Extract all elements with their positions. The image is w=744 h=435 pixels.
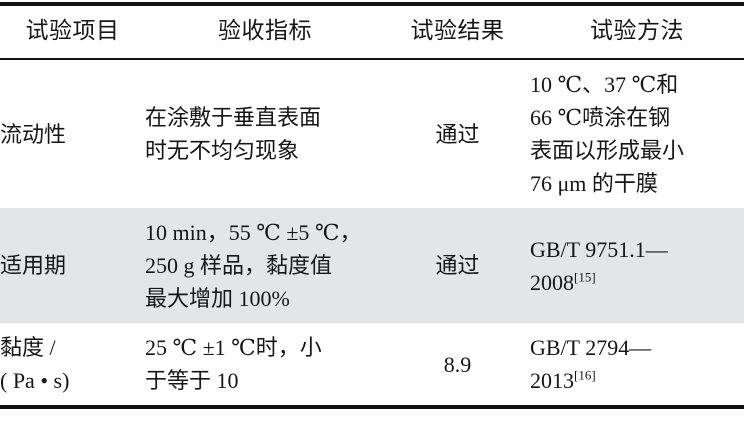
table-row: 流动性 在涂敷于垂直表面 时无不均匀现象 通过 10 ℃、37 ℃和 66 ℃喷… <box>0 59 744 208</box>
method-line: 66 ℃喷涂在钢 <box>530 105 671 130</box>
method-line: GB/T 9751.1— <box>530 236 668 262</box>
cell-test-item: 流动性 <box>0 59 145 208</box>
method-line: 表面以形成最小 <box>530 138 685 163</box>
cell-test-item: 适用期 <box>0 208 145 323</box>
header-row: 试验项目 验收指标 试验结果 试验方法 <box>0 4 744 59</box>
index-line: 于等于 10 <box>145 368 239 393</box>
method-line-with-ref: 2013[16] <box>530 364 744 397</box>
method-line: GB/T 2794— <box>530 335 652 360</box>
method-line-with-ref: 2008[15] <box>530 266 744 299</box>
method-line-text: 2013 <box>530 368 574 393</box>
index-line: 250 g 样品，黏度值 <box>145 253 333 278</box>
table-row: 黏度 / ( Pa • s) 25 ℃ ±1 ℃时，小 于等于 10 8.9 G… <box>0 323 744 407</box>
test-item-text: 适用期 <box>0 253 67 278</box>
method-line: 10 ℃、37 ℃和 <box>530 72 679 97</box>
table-header: 试验项目 验收指标 试验结果 试验方法 <box>0 4 744 59</box>
method-line-text: 2008 <box>530 269 574 295</box>
cell-acceptance-index: 10 min，55 ℃ ±5 ℃， 250 g 样品，黏度值 最大增加 100% <box>145 208 385 323</box>
column-header-test-method: 试验方法 <box>590 18 684 43</box>
index-line: 时无不均匀现象 <box>145 138 300 163</box>
test-item-text: 流动性 <box>0 121 67 147</box>
method-line: 76 μm 的干膜 <box>530 171 658 196</box>
column-header-test-result: 试验结果 <box>410 18 505 43</box>
test-result-text: 8.9 <box>443 351 472 377</box>
index-line: 在涂敷于垂直表面 <box>145 105 322 130</box>
cell-acceptance-index: 在涂敷于垂直表面 时无不均匀现象 <box>145 59 385 208</box>
column-header-acceptance-index: 验收指标 <box>218 18 312 43</box>
table-row: 适用期 10 min，55 ℃ ±5 ℃， 250 g 样品，黏度值 最大增加 … <box>0 208 744 323</box>
cell-acceptance-index: 25 ℃ ±1 ℃时，小 于等于 10 <box>145 323 385 407</box>
reference-superscript: [16] <box>574 367 596 383</box>
acceptance-criteria-table: 试验项目 验收指标 试验结果 试验方法 流动性 在涂敷于垂直表面 时无不均匀现象… <box>0 2 744 409</box>
cell-test-result: 8.9 <box>385 323 530 407</box>
cell-test-item: 黏度 / ( Pa • s) <box>0 323 145 407</box>
index-line: 10 min，55 ℃ ±5 ℃， <box>145 220 362 245</box>
cell-test-method: 10 ℃、37 ℃和 66 ℃喷涂在钢 表面以形成最小 76 μm 的干膜 <box>530 59 744 208</box>
index-line: 25 ℃ ±1 ℃时，小 <box>145 335 322 360</box>
test-item-line: ( Pa • s) <box>0 368 70 393</box>
table-body: 流动性 在涂敷于垂直表面 时无不均匀现象 通过 10 ℃、37 ℃和 66 ℃喷… <box>0 59 744 407</box>
cell-test-result: 通过 <box>385 59 530 208</box>
cell-test-method: GB/T 2794— 2013[16] <box>530 323 744 407</box>
test-result-text: 通过 <box>435 121 480 147</box>
test-result-text: 通过 <box>435 253 480 278</box>
test-item-line: 黏度 / <box>0 335 56 360</box>
cell-test-method: GB/T 9751.1— 2008[15] <box>530 208 744 323</box>
column-header-test-item: 试验项目 <box>25 18 120 43</box>
reference-superscript: [15] <box>574 269 596 285</box>
cell-test-result: 通过 <box>385 208 530 323</box>
index-line: 最大增加 100% <box>145 286 290 311</box>
